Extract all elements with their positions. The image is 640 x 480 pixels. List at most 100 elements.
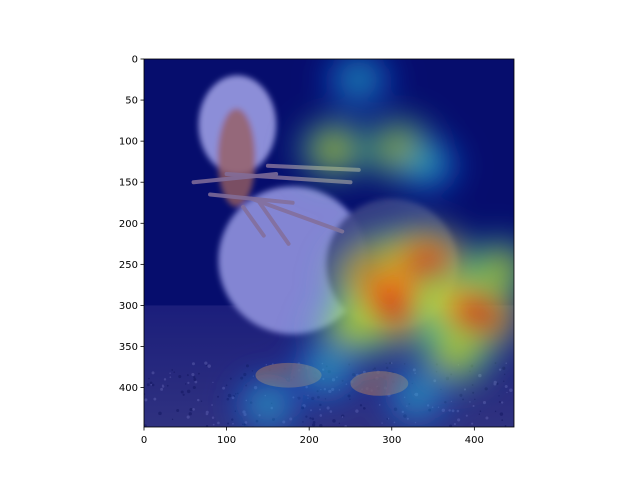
pebble [493, 382, 497, 386]
pebble [341, 416, 344, 418]
pebble [191, 372, 195, 377]
pebble [474, 398, 476, 401]
pebble [169, 376, 172, 378]
pebble [171, 418, 174, 421]
y-tick-label: 300 [119, 301, 138, 312]
pebble [197, 398, 200, 402]
pebble [151, 383, 155, 387]
pebble [173, 371, 176, 373]
pebble [151, 371, 155, 375]
pebble [456, 409, 460, 413]
pebble [355, 409, 359, 413]
pebble [311, 423, 316, 427]
pebble [388, 361, 392, 365]
pebble [344, 424, 348, 427]
pebble [472, 404, 475, 408]
pebble [457, 418, 461, 422]
pebble [478, 413, 481, 415]
x-tick-label: 100 [217, 435, 236, 446]
pebble [498, 395, 500, 397]
pebble [193, 376, 196, 379]
pebble [503, 373, 506, 376]
plot-frame [143, 58, 515, 428]
pebble [502, 366, 506, 370]
pebble [182, 393, 185, 396]
pebble [205, 364, 208, 367]
puffin-beak [217, 108, 256, 207]
pebble [198, 372, 200, 375]
pebble [193, 378, 197, 381]
pebble [158, 411, 162, 416]
pebble [205, 424, 209, 427]
heat-hotspot [313, 59, 405, 121]
pebble [225, 384, 228, 387]
pebble [498, 400, 501, 403]
heatmap-overlay [144, 59, 514, 427]
pebble [338, 422, 341, 425]
pebble [178, 374, 182, 379]
pebble [505, 362, 507, 364]
pebble [186, 389, 191, 394]
pebble [319, 414, 323, 417]
pebble [494, 410, 497, 413]
plot-area [144, 59, 514, 427]
pebble [161, 384, 164, 387]
pebble [504, 384, 508, 388]
pebble [191, 362, 195, 366]
pebble [311, 417, 315, 421]
pebble [465, 414, 468, 417]
pebble [186, 415, 190, 419]
pebble [200, 400, 203, 402]
x-tick-label: 300 [382, 435, 401, 446]
pebble [501, 419, 504, 422]
pebble [506, 391, 508, 394]
y-tick-label: 200 [119, 219, 138, 230]
pebble [144, 398, 148, 402]
pebble [189, 407, 193, 412]
pebble [309, 417, 312, 420]
pebble [509, 388, 513, 393]
pebble [188, 412, 192, 416]
pebble [212, 423, 215, 426]
y-tick-label: 250 [119, 260, 138, 271]
x-tick-label: 0 [141, 435, 147, 446]
pebble [194, 380, 198, 384]
pebble [187, 381, 190, 384]
pebble [146, 383, 150, 387]
pebble [171, 369, 174, 371]
pebble [211, 404, 213, 406]
pebble [381, 422, 383, 424]
pebble [229, 377, 232, 380]
pebble [471, 422, 474, 425]
pebble [217, 395, 220, 398]
x-tick-label: 200 [300, 435, 319, 446]
heat-hotspots [224, 59, 514, 427]
pebble [205, 410, 209, 414]
y-axis: 0 50 100 150 200 250 300 350 400 [119, 55, 144, 394]
pebble [180, 390, 184, 394]
pebble [153, 397, 157, 401]
y-tick-label: 150 [119, 178, 138, 189]
heat-hotspot [372, 356, 461, 427]
y-tick-label: 400 [119, 383, 138, 394]
pebble [186, 374, 189, 377]
pebble [150, 383, 153, 386]
pebble [245, 364, 249, 368]
pebble [319, 423, 323, 427]
pebble [217, 421, 220, 425]
x-tick-label: 400 [465, 435, 484, 446]
pebble [192, 408, 195, 411]
pebble [212, 381, 214, 384]
pebble [144, 424, 147, 427]
pebble [496, 382, 499, 385]
pebble [332, 419, 336, 423]
y-tick-label: 50 [125, 96, 138, 107]
fish [249, 196, 345, 234]
pebble [503, 380, 505, 382]
pebble [479, 410, 482, 412]
pebble [485, 416, 489, 420]
pebble [469, 401, 471, 403]
pebble [166, 384, 169, 387]
pebble [312, 421, 316, 424]
